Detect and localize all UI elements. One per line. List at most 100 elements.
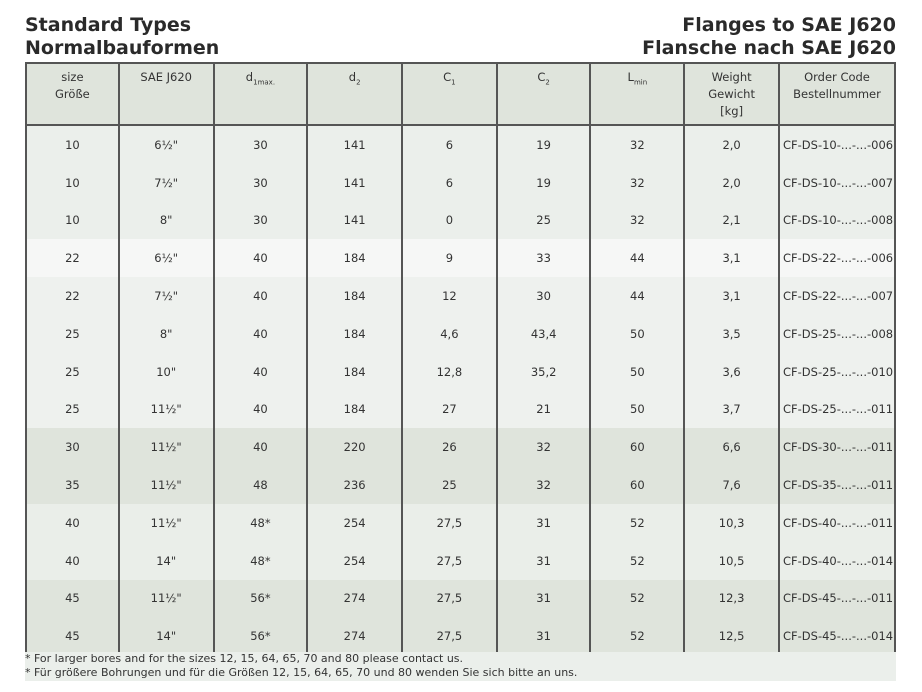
table-cell: 56*	[212, 617, 309, 658]
table-cell: CF-DS-45-...-...-011	[778, 579, 896, 618]
header-order-code: Order Code Bestellnummer	[778, 62, 896, 126]
table-cell: 254	[306, 541, 404, 580]
table-cell: 2,1	[683, 201, 781, 240]
header-c1: C1	[401, 62, 498, 126]
table-cell: 184	[306, 390, 404, 429]
table-cell: 141	[306, 163, 404, 202]
table-cell: 25	[25, 390, 120, 429]
table-cell: CF-DS-35-...-...-011	[778, 466, 896, 504]
table-cell: 12	[401, 277, 498, 315]
table-cell: 43,4	[495, 314, 592, 353]
table-cell: 52	[589, 503, 686, 542]
title-right-de: Flansche nach SAE J620	[642, 37, 896, 59]
table-cell: 12,5	[683, 617, 781, 658]
table-cell: 31	[495, 617, 592, 658]
table-row: 22 6½" 40 184 9 33 44 3,1 CF-DS-22-...-...-006	[25, 239, 896, 278]
table-row: 22 7½" 40 184 12 30 44 3,1 CF-DS-22-...-...-007	[25, 277, 896, 315]
table-cell: CF-DS-45-...-...-014	[778, 617, 896, 658]
table-cell: 40	[25, 503, 120, 542]
table-cell: 0	[401, 201, 498, 240]
table-cell: 48*	[212, 503, 309, 542]
table-cell: 141	[306, 201, 404, 240]
header-d1: d1max.	[212, 62, 309, 126]
table-cell: CF-DS-40-...-...-011	[778, 503, 896, 542]
table-cell: 236	[306, 466, 404, 504]
footnote-de: * Für größere Bohrungen und für die Größ…	[25, 666, 578, 679]
table-cell: 3,5	[683, 314, 781, 353]
table-cell: 40	[212, 314, 309, 353]
table-cell: 7½"	[117, 163, 215, 202]
table-cell: 11½"	[117, 503, 215, 542]
table-cell: 19	[495, 125, 592, 164]
table-cell: 32	[495, 466, 592, 504]
table-cell: 2,0	[683, 163, 781, 202]
table-cell: 14"	[117, 617, 215, 658]
table-row: 30 11½" 40 220 26 32 60 6,6 CF-DS-30-...-...-011	[25, 428, 896, 467]
header-sae: SAE J620	[117, 62, 215, 126]
table-cell: 184	[306, 239, 404, 278]
table-cell: 45	[25, 579, 120, 618]
table-cell: 10	[25, 125, 120, 164]
table-cell: 40	[212, 390, 309, 429]
table-cell: 184	[306, 352, 404, 391]
table-cell: 27,5	[401, 579, 498, 618]
table-cell: 26	[401, 428, 498, 467]
table-cell: 6½"	[117, 239, 215, 278]
table-cell: 7½"	[117, 277, 215, 315]
table-cell: 25	[25, 314, 120, 353]
table-row: 25 10" 40 184 12,8 35,2 50 3,6 CF-DS-25-...-...-…	[25, 352, 896, 391]
table-cell: 44	[589, 277, 686, 315]
table-cell: 60	[589, 428, 686, 467]
table-cell: 9	[401, 239, 498, 278]
table-cell: 31	[495, 579, 592, 618]
table-cell: 220	[306, 428, 404, 467]
table-cell: 7,6	[683, 466, 781, 504]
table-cell: 4,6	[401, 314, 498, 353]
table-cell: 40	[212, 239, 309, 278]
header-lmin: Lmin	[589, 62, 686, 126]
table-cell: 30	[495, 277, 592, 315]
table-cell: 11½"	[117, 428, 215, 467]
table-cell: 52	[589, 541, 686, 580]
table-cell: 21	[495, 390, 592, 429]
table-cell: 10	[25, 201, 120, 240]
table-cell: 10	[25, 163, 120, 202]
table-cell: CF-DS-10-...-...-007	[778, 163, 896, 202]
table-cell: 8"	[117, 201, 215, 240]
table-cell: 12,3	[683, 579, 781, 618]
table-cell: 274	[306, 579, 404, 618]
table-cell: 11½"	[117, 466, 215, 504]
table-row: 25 8" 40 184 4,6 43,4 50 3,5 CF-DS-25-...-...-00…	[25, 314, 896, 353]
table-cell: 27	[401, 390, 498, 429]
table-cell: 10"	[117, 352, 215, 391]
table-cell: CF-DS-22-...-...-007	[778, 277, 896, 315]
title-left: Standard Types Normalbauformen	[25, 14, 219, 60]
table-cell: 48	[212, 466, 309, 504]
table-row: 40 14" 48* 254 27,5 31 52 10,5 CF-DS-40-...-...-…	[25, 541, 896, 580]
table-cell: 12,8	[401, 352, 498, 391]
table-cell: 32	[589, 125, 686, 164]
table-cell: 56*	[212, 579, 309, 618]
table-cell: 3,1	[683, 239, 781, 278]
table-cell: 44	[589, 239, 686, 278]
table-cell: 19	[495, 163, 592, 202]
title-right: Flanges to SAE J620 Flansche nach SAE J6…	[642, 14, 896, 60]
table-cell: 60	[589, 466, 686, 504]
table-cell: 22	[25, 239, 120, 278]
footnotes: * For larger bores and for the sizes 12,…	[25, 652, 896, 681]
flange-table: size Größe SAE J620 d1max. d2 C1 C2 Lmin …	[25, 62, 896, 658]
table-row: 10 7½" 30 141 6 19 32 2,0 CF-DS-10-...-...-007	[25, 163, 896, 202]
table-row: 45 14" 56* 274 27,5 31 52 12,5 CF-DS-45-...-...-…	[25, 617, 896, 658]
table-cell: 52	[589, 579, 686, 618]
table-cell: 184	[306, 277, 404, 315]
table-cell: 6½"	[117, 125, 215, 164]
table-cell: 184	[306, 314, 404, 353]
table-cell: CF-DS-22-...-...-006	[778, 239, 896, 278]
table-cell: 141	[306, 125, 404, 164]
table-cell: 30	[212, 125, 309, 164]
header-size: size Größe	[25, 62, 120, 126]
table-cell: 40	[25, 541, 120, 580]
table-cell: 48*	[212, 541, 309, 580]
table-cell: 35,2	[495, 352, 592, 391]
table-cell: 8"	[117, 314, 215, 353]
